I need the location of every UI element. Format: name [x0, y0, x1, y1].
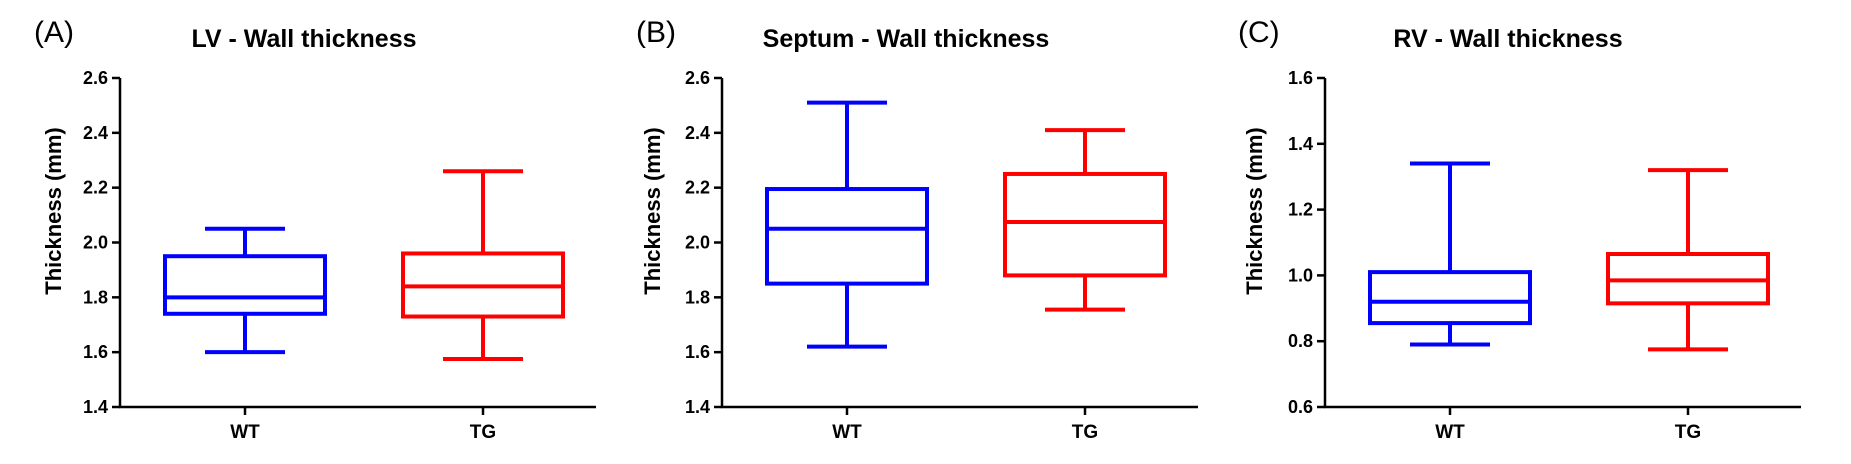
y-axis-label: Thickness (mm): [1242, 127, 1267, 295]
y-tick-label: 1.8: [685, 287, 710, 307]
y-tick-label: 1.6: [685, 342, 710, 362]
y-tick-label: 1.6: [1288, 68, 1313, 88]
y-tick-label: 2.2: [685, 178, 710, 198]
iqr-box: [1003, 171, 1167, 278]
panel-c: (C) RV - Wall thickness Thickness (mm) 0…: [1238, 16, 1801, 443]
y-axis-label: Thickness (mm): [41, 127, 66, 295]
y-tick-label: 2.0: [685, 233, 710, 253]
panel-letter: (C): [1238, 16, 1280, 49]
y-tick-label: 1.2: [1288, 200, 1313, 220]
y-tick-label: 2.6: [83, 68, 108, 88]
box-plot-wt: [765, 100, 929, 349]
panel-a: (A) LV - Wall thickness Thickness (mm) 1…: [34, 16, 596, 443]
y-tick-label: 0.8: [1288, 331, 1313, 351]
plot-area: 1.4 1.6 1.8 2.0 2.2 2.4 2.6 WT TG: [685, 68, 1198, 443]
y-tick-label: 2.0: [83, 233, 108, 253]
y-tick-label: 1.4: [1288, 134, 1313, 154]
y-tick-label: 2.2: [83, 178, 108, 198]
chart-title: RV - Wall thickness: [1393, 25, 1622, 53]
y-tick-label: 1.0: [1288, 265, 1313, 285]
chart-title: LV - Wall thickness: [191, 25, 416, 53]
box-plot-tg: [401, 169, 565, 362]
box-plot-wt: [163, 226, 327, 355]
iqr-box: [1368, 270, 1532, 326]
iqr-box: [765, 187, 929, 286]
y-tick-label: 0.6: [1288, 397, 1313, 417]
y-tick-label: 1.8: [83, 287, 108, 307]
x-tick-label: WT: [1435, 422, 1465, 443]
y-tick-label: 2.4: [685, 123, 710, 143]
panel-letter: (B): [636, 16, 676, 49]
chart-title: Septum - Wall thickness: [763, 25, 1050, 53]
x-tick-label: WT: [832, 422, 862, 443]
y-tick-label: 1.6: [83, 342, 108, 362]
y-tick-label: 1.4: [685, 397, 710, 417]
box-plot-tg: [1606, 168, 1770, 352]
y-tick-label: 2.4: [83, 123, 108, 143]
y-tick-label: 2.6: [685, 68, 710, 88]
x-tick-label: WT: [230, 422, 260, 443]
box-plot-tg: [1003, 128, 1167, 312]
plot-area: 0.6 0.8 1.0 1.2 1.4 1.6 WT TG: [1288, 68, 1801, 443]
x-tick-label: TG: [1675, 422, 1701, 443]
x-tick-label: TG: [1072, 422, 1098, 443]
iqr-box: [163, 254, 327, 316]
plot-area: 1.4 1.6 1.8 2.0 2.2 2.4 2.6 WT TG: [83, 68, 596, 443]
panel-letter: (A): [34, 16, 74, 49]
panel-b: (B) Septum - Wall thickness Thickness (m…: [636, 16, 1198, 443]
y-tick-label: 1.4: [83, 397, 108, 417]
box-plot-wt: [1368, 161, 1532, 347]
y-axis-label: Thickness (mm): [640, 127, 665, 295]
x-tick-label: TG: [470, 422, 496, 443]
